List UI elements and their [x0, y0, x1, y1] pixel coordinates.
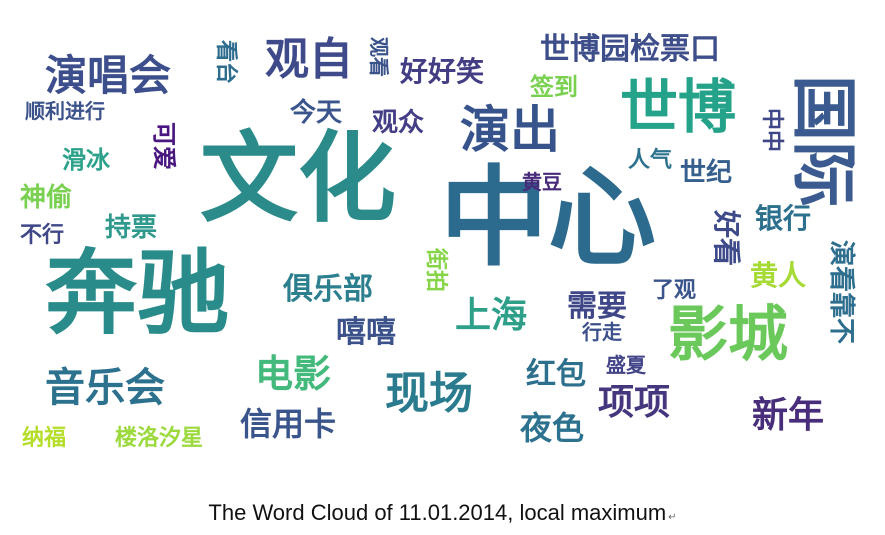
cloud-word: 俱乐部 [283, 272, 373, 307]
cloud-word: 了观 [652, 278, 697, 303]
cloud-word: 盛夏 [606, 353, 646, 377]
cloud-word: 银行 [755, 202, 812, 235]
cloud-word: 黄豆 [522, 170, 562, 194]
cloud-word: 街拍 [423, 248, 448, 293]
cloud-word: 嘻嘻 [336, 315, 396, 350]
cloud-word: 演看靠不 [826, 240, 856, 345]
cloud-word: 好看 [710, 210, 743, 267]
cloud-word: 现场 [385, 368, 473, 419]
word-cloud: 中心 文化 奔驰 国际影城 世博 演出 观自 演唱会现场 上海电影 音乐会新年 项项 世博园检票口好好… [20, 32, 862, 451]
cloud-word: 纳福 [22, 426, 67, 451]
cloud-word: 新年 [752, 395, 825, 436]
cloud-word: 红包 [526, 357, 586, 392]
cloud-word: 持票 [105, 213, 158, 243]
cloud-word: 奔驰 [45, 240, 230, 347]
cloud-word: 行走 [582, 320, 622, 344]
cloud-word: 演出 [460, 101, 560, 159]
cloud-word: 神偷 [20, 183, 73, 213]
cloud-word: 世博 [620, 73, 737, 141]
cloud-word: 好好笑 [400, 55, 485, 88]
cloud-word: 可爱 [150, 122, 178, 170]
cloud-word: 信用卡 [240, 405, 337, 443]
cloud-word: 国际 [785, 75, 862, 207]
cloud-word: 上海 [455, 295, 528, 336]
cloud-word: 观众 [372, 108, 425, 138]
cloud-word: 演唱会 [45, 51, 172, 100]
cloud-word: 观自 [265, 34, 353, 85]
cloud-word: 观看 [367, 37, 391, 77]
cloud-word: 文化 [200, 122, 397, 236]
return-mark-icon: ↵ [668, 512, 677, 523]
cloud-word: 黄人 [750, 259, 807, 292]
caption-text: The Word Cloud of 11.01.2014, local maxi… [208, 500, 667, 525]
cloud-word: 滑冰 [62, 146, 110, 174]
cloud-word: 夜色 [520, 409, 585, 447]
cloud-word: 音乐会 [45, 365, 165, 411]
cloud-word: 电影 [255, 352, 332, 396]
cloud-word: 今天 [290, 98, 343, 128]
cloud-word: 顺利进行 [25, 99, 105, 123]
cloud-word: 不行 [20, 223, 65, 248]
cloud-word: 人气 [628, 148, 673, 173]
cloud-word: 需要 [567, 289, 627, 324]
cloud-word: 签到 [530, 73, 578, 101]
cloud-word: 影城 [668, 300, 788, 370]
cloud-word: 世博园检票口 [540, 32, 720, 67]
cloud-word: 看台 [213, 40, 238, 85]
cloud-word: 世纪 [680, 158, 733, 188]
cloud-word: 项项 [598, 382, 671, 423]
cloud-word: 楼洛汐星 [115, 426, 204, 451]
cloud-word: 中中 [759, 108, 784, 153]
figure-caption: The Word Cloud of 11.01.2014, local maxi… [0, 500, 885, 526]
cloud-word: 中心 [440, 156, 657, 281]
